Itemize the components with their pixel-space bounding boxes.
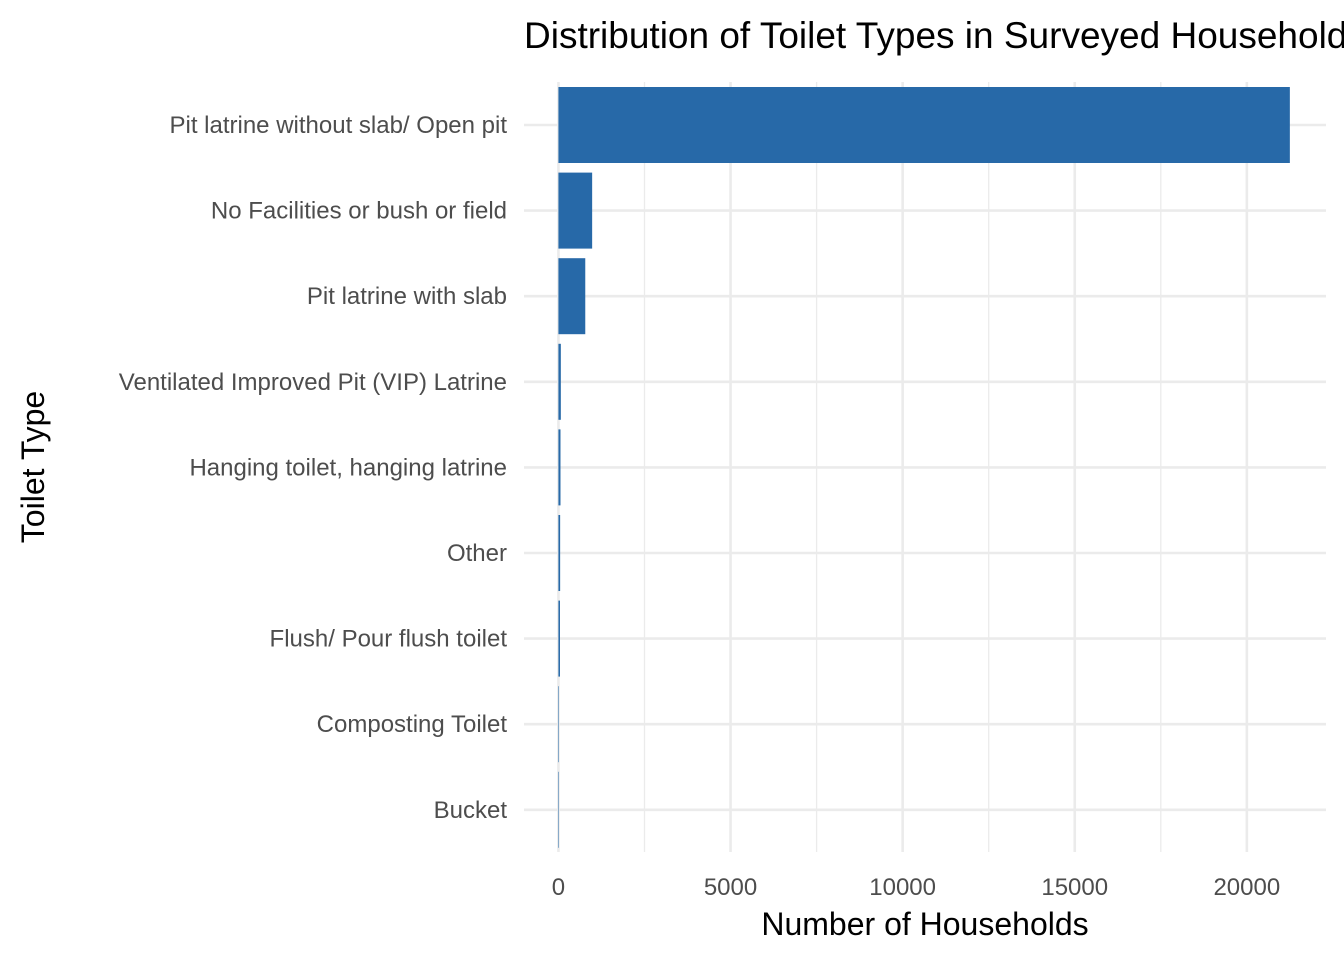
grid-lines xyxy=(524,82,1326,852)
category-label: Hanging toilet, hanging latrine xyxy=(189,454,507,481)
bars xyxy=(558,87,1290,848)
bar xyxy=(558,686,559,763)
bar xyxy=(558,343,561,420)
category-label: Bucket xyxy=(434,797,508,824)
bar xyxy=(558,515,561,591)
x-tick-label: 20000 xyxy=(1213,874,1280,901)
bar xyxy=(558,87,1290,163)
bar xyxy=(558,600,560,677)
x-tick-label: 5000 xyxy=(704,874,757,901)
bar xyxy=(558,258,586,335)
x-tick-label: 10000 xyxy=(869,874,936,901)
category-label: Flush/ Pour flush toilet xyxy=(270,626,508,653)
category-labels: Pit latrine without slab/ Open pit No Fac… xyxy=(119,112,508,824)
x-tick-label: 15000 xyxy=(1041,874,1108,901)
bar xyxy=(558,429,561,506)
category-label: No Facilities or bush or field xyxy=(211,198,507,225)
bar xyxy=(558,172,593,249)
bar xyxy=(558,771,559,848)
category-label: Pit latrine with slab xyxy=(307,283,507,310)
y-axis-title: Toilet Type xyxy=(15,391,51,543)
category-label: Composting Toilet xyxy=(317,711,508,738)
category-label: Pit latrine without slab/ Open pit xyxy=(169,112,507,139)
x-tick-labels: 0 5000 10000 15000 20000 xyxy=(552,874,1280,901)
category-label: Ventilated Improved Pit (VIP) Latrine xyxy=(119,369,507,396)
x-axis-title: Number of Households xyxy=(761,906,1088,942)
x-tick-label: 0 xyxy=(552,874,565,901)
chart-title: Distribution of Toilet Types in Surveyed… xyxy=(524,15,1344,56)
category-label: Other xyxy=(447,540,507,567)
